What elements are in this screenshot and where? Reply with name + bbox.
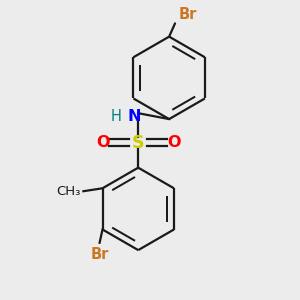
Text: Br: Br	[90, 247, 109, 262]
Text: H: H	[111, 109, 122, 124]
Text: N: N	[127, 109, 141, 124]
Text: Br: Br	[178, 7, 196, 22]
Text: CH₃: CH₃	[56, 185, 81, 198]
Text: O: O	[167, 135, 180, 150]
Text: S: S	[132, 134, 145, 152]
Text: O: O	[96, 135, 110, 150]
